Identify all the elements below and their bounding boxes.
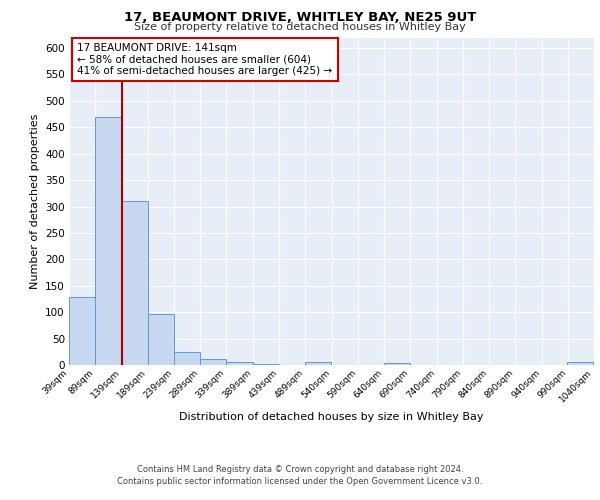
Bar xyxy=(226,362,253,365)
Bar xyxy=(567,362,593,365)
Bar xyxy=(148,314,174,365)
Text: 17, BEAUMONT DRIVE, WHITLEY BAY, NE25 9UT: 17, BEAUMONT DRIVE, WHITLEY BAY, NE25 9U… xyxy=(124,11,476,24)
Bar xyxy=(69,298,95,365)
Bar xyxy=(253,364,279,365)
Bar xyxy=(121,201,148,365)
Text: Contains HM Land Registry data © Crown copyright and database right 2024.: Contains HM Land Registry data © Crown c… xyxy=(137,465,463,474)
Y-axis label: Number of detached properties: Number of detached properties xyxy=(29,114,40,289)
Text: Size of property relative to detached houses in Whitley Bay: Size of property relative to detached ho… xyxy=(134,22,466,32)
X-axis label: Distribution of detached houses by size in Whitley Bay: Distribution of detached houses by size … xyxy=(179,412,484,422)
Bar xyxy=(383,363,410,365)
Bar xyxy=(200,359,226,365)
Bar xyxy=(95,116,121,365)
Text: 17 BEAUMONT DRIVE: 141sqm
← 58% of detached houses are smaller (604)
41% of semi: 17 BEAUMONT DRIVE: 141sqm ← 58% of detac… xyxy=(77,43,332,76)
Bar xyxy=(305,362,331,365)
Bar xyxy=(174,352,200,365)
Text: Contains public sector information licensed under the Open Government Licence v3: Contains public sector information licen… xyxy=(118,477,482,486)
